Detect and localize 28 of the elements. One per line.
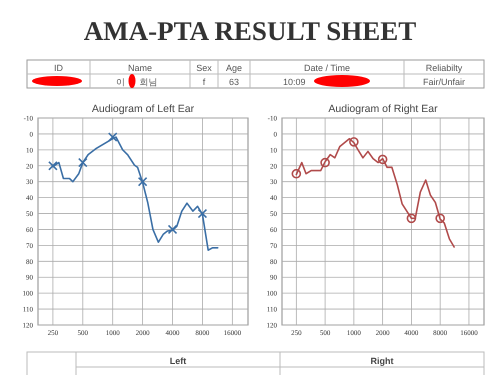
category-label: Reliabilty — [426, 63, 463, 73]
category-label: ID — [54, 63, 64, 73]
point — [292, 168, 302, 179]
text: Fair/Unfair — [422, 77, 466, 87]
category-label: Sex — [196, 63, 212, 73]
point — [435, 214, 445, 224]
category-label: Date / Time — [304, 63, 350, 73]
point — [78, 158, 88, 168]
category-label: Name — [128, 63, 152, 73]
category-label: Left — [170, 356, 186, 366]
text: 63 — [228, 77, 240, 87]
text: AMA-PTA RESULT SHEET — [84, 16, 416, 46]
point — [198, 208, 208, 218]
chart-title: Audiogram of Right Ear — [328, 103, 438, 115]
point — [378, 154, 388, 164]
category-label: Age — [226, 63, 242, 73]
point — [349, 137, 359, 147]
text: 이 희님 — [116, 77, 158, 87]
chart-title: Audiogram of Left Ear — [92, 103, 195, 115]
point — [406, 214, 416, 224]
point — [168, 224, 178, 234]
text: 10:09 — [283, 77, 306, 87]
point — [138, 176, 148, 186]
category-label: Right — [370, 356, 394, 366]
text: f — [202, 77, 206, 87]
point — [48, 160, 58, 171]
point — [108, 132, 118, 142]
point — [320, 158, 330, 168]
